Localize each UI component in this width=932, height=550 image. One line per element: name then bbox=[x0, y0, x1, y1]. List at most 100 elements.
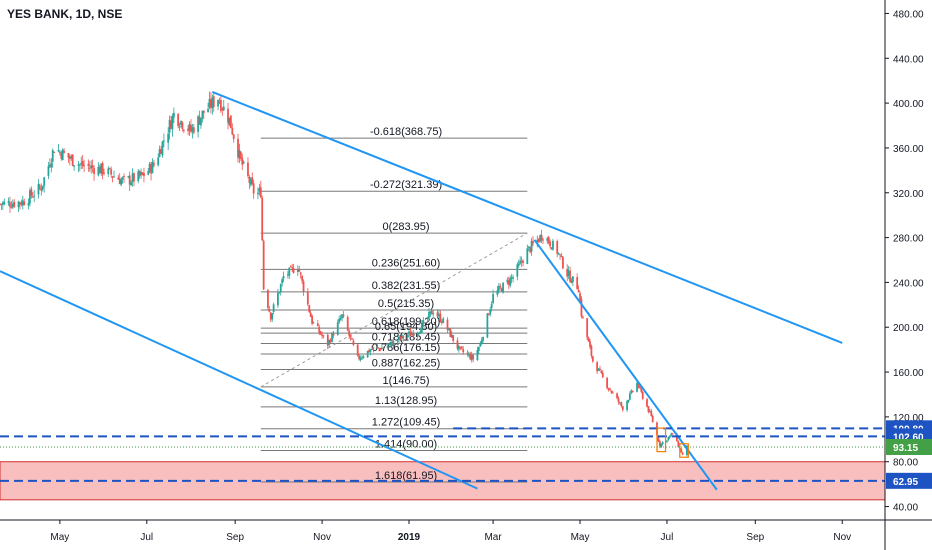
candle-body bbox=[636, 382, 638, 392]
candle-body bbox=[581, 316, 584, 318]
candle-body bbox=[589, 341, 591, 347]
candle-body bbox=[133, 173, 135, 182]
fib-level-label: -0.618(368.75) bbox=[370, 126, 442, 138]
y-tick-label: 480.00 bbox=[893, 9, 924, 20]
candle-body bbox=[540, 234, 543, 241]
candle-body bbox=[469, 354, 472, 360]
y-tick-label: 440.00 bbox=[893, 54, 924, 65]
candle-body bbox=[597, 368, 600, 371]
candle-body bbox=[629, 393, 631, 400]
candle-body bbox=[78, 164, 81, 166]
candle-body bbox=[188, 123, 191, 131]
candle-body bbox=[630, 390, 633, 394]
candle-body bbox=[557, 253, 560, 255]
candle-body bbox=[359, 358, 362, 360]
candle-body bbox=[1, 202, 4, 205]
candle-body bbox=[328, 339, 331, 345]
candle-body bbox=[138, 170, 141, 177]
candle-body bbox=[73, 165, 76, 167]
candle-body bbox=[416, 332, 419, 336]
candle-body bbox=[150, 164, 152, 174]
candle-body bbox=[386, 345, 389, 348]
candle-body bbox=[392, 340, 395, 346]
candle-body bbox=[43, 177, 46, 187]
candle-body bbox=[306, 291, 309, 305]
candle-body bbox=[281, 279, 284, 284]
candle-body bbox=[172, 112, 175, 118]
candle-body bbox=[526, 248, 529, 265]
candle-body bbox=[121, 177, 124, 180]
candle-body bbox=[462, 349, 465, 353]
candle-body bbox=[298, 269, 301, 272]
candle-body bbox=[311, 315, 314, 324]
candle-body bbox=[600, 371, 603, 373]
candle-body bbox=[309, 312, 312, 317]
candle-body bbox=[631, 391, 634, 393]
candle-body bbox=[201, 110, 204, 119]
candle-body bbox=[158, 149, 161, 157]
candle-body bbox=[369, 349, 372, 352]
candle-body bbox=[398, 336, 400, 340]
candle-body bbox=[123, 176, 125, 178]
candle-body bbox=[510, 277, 513, 279]
candle-body bbox=[522, 260, 524, 264]
candle-body bbox=[480, 340, 483, 345]
candle-body bbox=[607, 388, 610, 390]
candle-body bbox=[349, 334, 352, 338]
candle-body bbox=[9, 202, 11, 207]
candle-body bbox=[171, 115, 174, 130]
candle-body bbox=[341, 314, 343, 319]
candle-body bbox=[221, 108, 224, 110]
candle-body bbox=[466, 352, 469, 355]
candle-body bbox=[228, 117, 231, 125]
candle-body bbox=[192, 127, 195, 133]
candle-body bbox=[552, 240, 554, 250]
candle-body bbox=[520, 260, 523, 262]
highlight-boxes-layer bbox=[656, 427, 689, 458]
candle-body bbox=[27, 202, 30, 206]
candle-body bbox=[239, 151, 242, 159]
candle-body bbox=[580, 299, 583, 317]
candle-body bbox=[412, 333, 415, 337]
fib-level-label: 0.5(215.35) bbox=[378, 298, 434, 310]
y-tick-label: 360.00 bbox=[893, 144, 924, 155]
candle-body bbox=[227, 108, 229, 123]
candle-body bbox=[490, 303, 493, 309]
candle-body bbox=[611, 392, 614, 394]
candle-body bbox=[151, 161, 154, 174]
candle-body bbox=[207, 108, 209, 113]
candle-body bbox=[388, 343, 390, 346]
candle-body bbox=[40, 187, 43, 191]
candle-body bbox=[550, 247, 553, 250]
candle-body bbox=[190, 124, 192, 132]
candle-body bbox=[569, 270, 571, 282]
candle-body bbox=[660, 443, 663, 447]
candle-body bbox=[450, 334, 453, 338]
fib-level-label: 0(283.95) bbox=[382, 221, 429, 233]
candle-body bbox=[648, 411, 651, 413]
candle-body bbox=[440, 321, 443, 323]
price-tag-label: 62.95 bbox=[893, 477, 918, 488]
candle-body bbox=[249, 179, 252, 185]
candle-body bbox=[33, 195, 36, 197]
candle-body bbox=[566, 268, 569, 277]
candle-body bbox=[108, 168, 111, 170]
candle-body bbox=[442, 318, 445, 323]
candle-body bbox=[378, 347, 380, 349]
candle-body bbox=[570, 280, 573, 283]
candle-body bbox=[346, 317, 349, 331]
candle-body bbox=[542, 239, 544, 241]
y-tick-label: 200.00 bbox=[893, 323, 924, 334]
candle-body bbox=[650, 410, 653, 416]
candle-body bbox=[57, 150, 60, 152]
candle-body bbox=[187, 128, 190, 132]
candle-body bbox=[591, 356, 594, 362]
candle-body bbox=[58, 151, 61, 153]
y-tick-label: 400.00 bbox=[893, 99, 924, 110]
trendlines-layer bbox=[0, 90, 843, 491]
candle-body bbox=[48, 164, 51, 167]
candle-body bbox=[19, 202, 21, 204]
candle-body bbox=[29, 190, 31, 204]
